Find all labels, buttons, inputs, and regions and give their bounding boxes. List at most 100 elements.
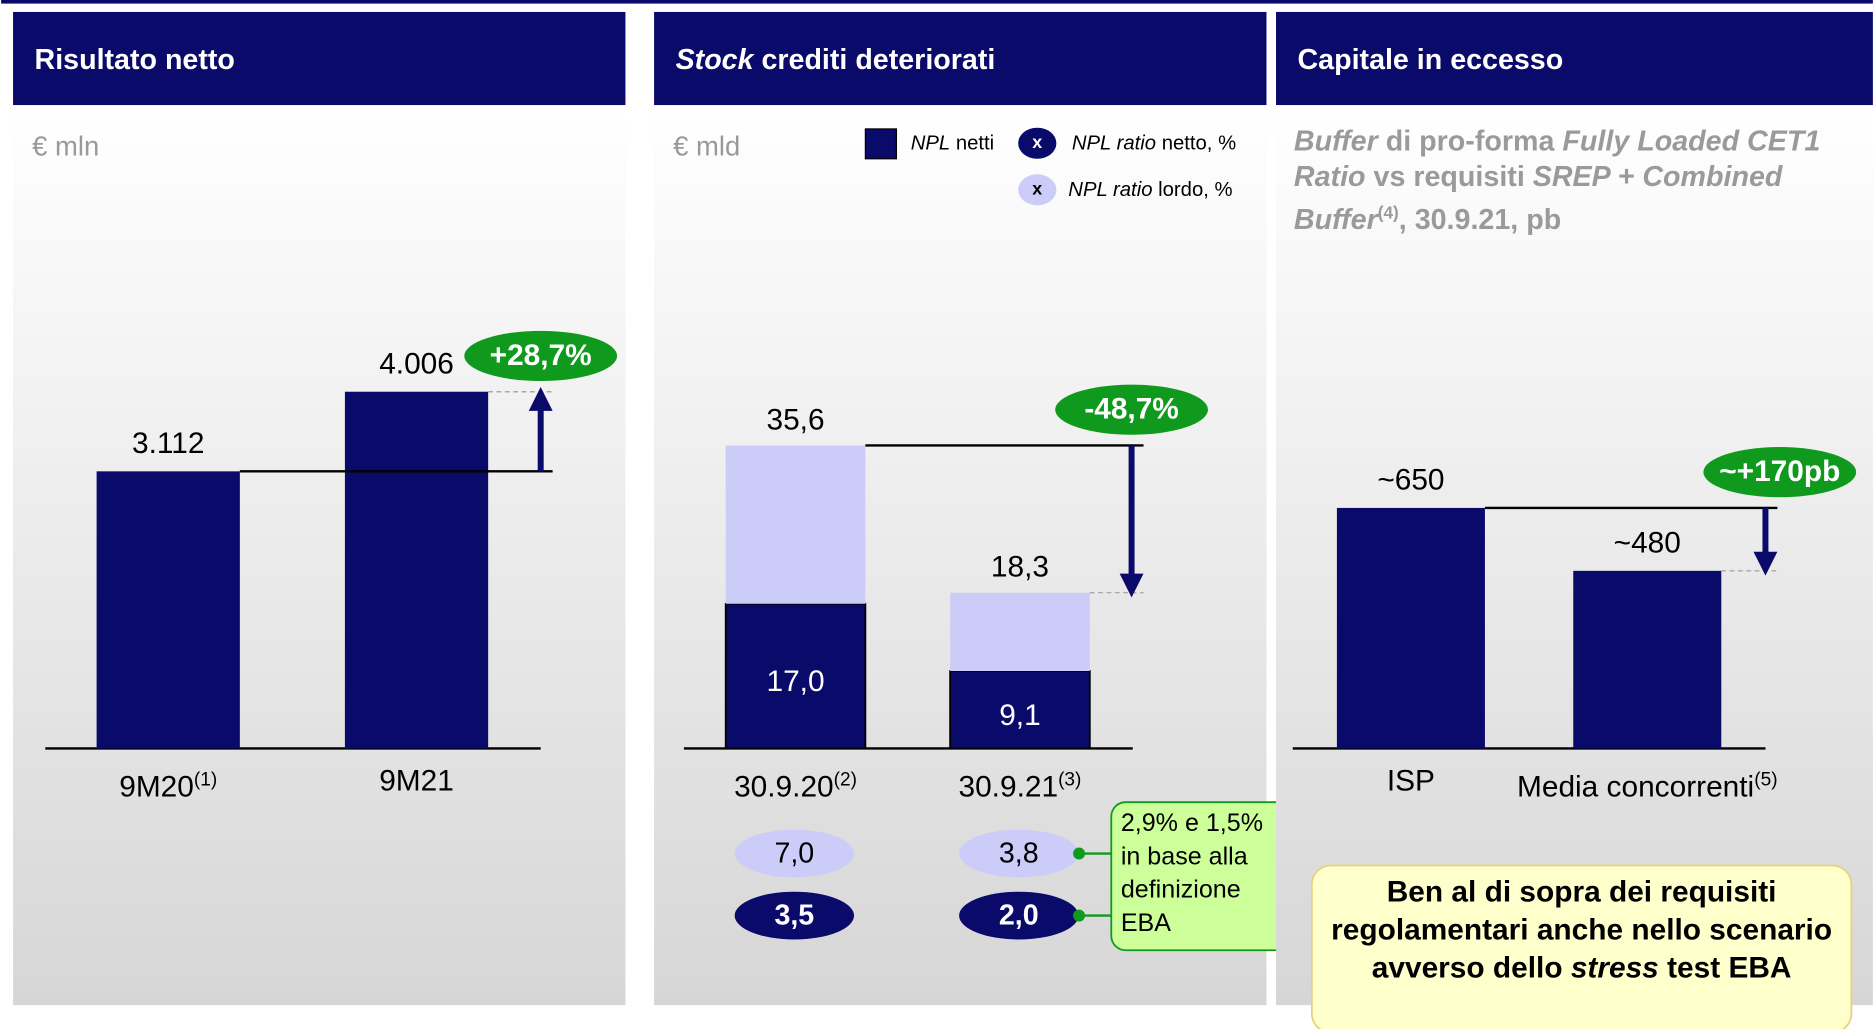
text-segment: EBA — [1720, 951, 1792, 985]
panel-header — [13, 11, 626, 106]
change-label: +28,7% — [490, 339, 592, 372]
ratio-oval — [734, 829, 855, 878]
category-note: (3) — [1058, 769, 1082, 791]
x-tick-label: 30.9.21(3) — [889, 762, 1152, 846]
value-label: 4.006 — [379, 347, 454, 380]
segment-label: 17,0 — [767, 665, 825, 698]
text-segment: crediti deteriorati — [754, 43, 996, 75]
callout-box: 2,9% e 1,5% in base alla definizione EBA — [1121, 807, 1288, 948]
category-name: 30.9.21 — [958, 770, 1059, 804]
value-label: ~480 — [1614, 526, 1681, 559]
text-segment: stress — [1570, 951, 1659, 985]
subtitle: Buffer di pro-forma Fully Loaded CET1 Ra… — [1294, 124, 1855, 243]
x-tick-label: 9M20(1) — [37, 762, 300, 846]
legend-marker: x — [1032, 179, 1042, 199]
segment-label: 9,1 — [999, 699, 1040, 732]
top-rule — [1, 0, 1873, 4]
legend-oval — [1018, 174, 1057, 206]
text-segment: , 30.9.21, pb — [1398, 204, 1562, 237]
bar-segment — [725, 445, 866, 604]
text-segment: NPL ratio — [1068, 179, 1152, 201]
text-segment: netti — [950, 133, 994, 155]
category-name: 9M20 — [119, 770, 194, 804]
ratio-label: 2,0 — [999, 899, 1039, 931]
bar — [1573, 570, 1722, 749]
legend-swatch — [864, 128, 898, 160]
text-segment: (4) — [1377, 204, 1399, 224]
text-segment: Fully Loaded CET1 Ratio — [1293, 125, 1829, 194]
unit-label: € mld — [673, 130, 740, 161]
callout: 2,9% e 1,5% in base alla definizione EBA — [1121, 807, 1288, 948]
panel-header — [654, 11, 1267, 106]
value-label: ~650 — [1377, 464, 1444, 497]
ratio-oval — [959, 829, 1079, 878]
text-segment: Buffer — [1293, 125, 1378, 158]
panel-title: Capitale in eccesso — [1298, 43, 1564, 75]
text-segment: di pro-forma — [1377, 125, 1563, 158]
x-tick-label-box: ISP — [1280, 762, 1543, 846]
total-label: 18,3 — [991, 551, 1049, 584]
ratio-oval — [959, 891, 1079, 940]
category-name: 9M21 — [379, 763, 454, 798]
connector-dot — [1073, 847, 1086, 860]
x-tick-label-box: Media concorrenti(5) — [1516, 762, 1779, 846]
callout-text: 2,9% e 1,5% in base alla definizione EBA — [1120, 809, 1264, 938]
text-segment: lordo, % — [1152, 179, 1232, 201]
text-segment: netto, % — [1156, 133, 1236, 155]
bar — [96, 471, 240, 749]
text-segment: Capitale in eccesso — [1298, 43, 1564, 75]
x-tick-label: 30.9.20(2) — [664, 762, 927, 846]
panel-title: Risultato netto — [35, 43, 235, 75]
category-name: 30.9.20 — [734, 770, 834, 804]
legend-oval — [1018, 127, 1057, 159]
text-segment: vs requisiti — [1365, 161, 1533, 194]
text-segment: Risultato netto — [35, 43, 235, 75]
x-tick-label-box: 9M21 — [285, 762, 548, 846]
total-label: 35,6 — [767, 403, 825, 436]
ratio-oval — [734, 891, 855, 940]
bar — [344, 391, 489, 749]
category-note: (1) — [193, 769, 218, 791]
legend-label: NPL netti — [911, 133, 994, 155]
ratio-label: 7,0 — [774, 837, 814, 869]
value-label: 3.112 — [132, 427, 204, 460]
legend-label: NPL ratio netto, % — [1072, 133, 1236, 155]
change-pill — [1055, 384, 1208, 435]
x-tick-label-box: 9M20(1) — [37, 762, 300, 846]
ratio-label: 3,5 — [774, 899, 814, 931]
change-label: ~+170pb — [1719, 455, 1840, 488]
text-segment: NPL — [911, 133, 950, 155]
text-segment: Stock — [676, 43, 756, 75]
change-pill — [464, 330, 618, 381]
panel-title: Stock crediti deteriorati — [676, 43, 996, 75]
text-segment: test — [1658, 951, 1721, 985]
x-tick-label: 9M21 — [285, 762, 548, 846]
x-tick-label-box: 30.9.21(3) — [889, 762, 1152, 846]
text-segment: Ben al di sopra dei requisiti regolament… — [1331, 875, 1833, 985]
subtitle-box: Buffer di pro-forma Fully Loaded CET1 Ra… — [1294, 124, 1855, 243]
category-name: Media concorrenti — [1516, 770, 1755, 804]
unit-label: € mln — [32, 130, 99, 161]
legend-marker: x — [1032, 132, 1042, 152]
category-name: ISP — [1386, 763, 1435, 798]
bar — [1336, 507, 1485, 749]
panel-header — [1276, 11, 1873, 106]
x-tick-label: ISP — [1280, 762, 1543, 846]
bar-segment — [724, 602, 867, 750]
change-label: -48,7% — [1084, 393, 1179, 426]
text-segment: SREP + Combined Buffer — [1293, 161, 1791, 237]
text-segment: NPL ratio — [1072, 133, 1156, 155]
change-pill — [1703, 447, 1857, 498]
ratio-label: 3,8 — [999, 837, 1039, 869]
category-note: (5) — [1754, 769, 1778, 791]
note-box: Ben al di sopra dei requisiti regolament… — [1326, 873, 1837, 1026]
x-tick-label: Media concorrenti(5) — [1516, 762, 1779, 846]
x-tick-label-box: 30.9.20(2) — [664, 762, 927, 846]
bar-segment — [949, 670, 1091, 750]
legend-label: NPL ratio lordo, % — [1068, 179, 1232, 201]
note-box — [1310, 864, 1853, 1029]
note: Ben al di sopra dei requisiti regolament… — [1326, 873, 1837, 1026]
category-note: (2) — [833, 769, 858, 791]
